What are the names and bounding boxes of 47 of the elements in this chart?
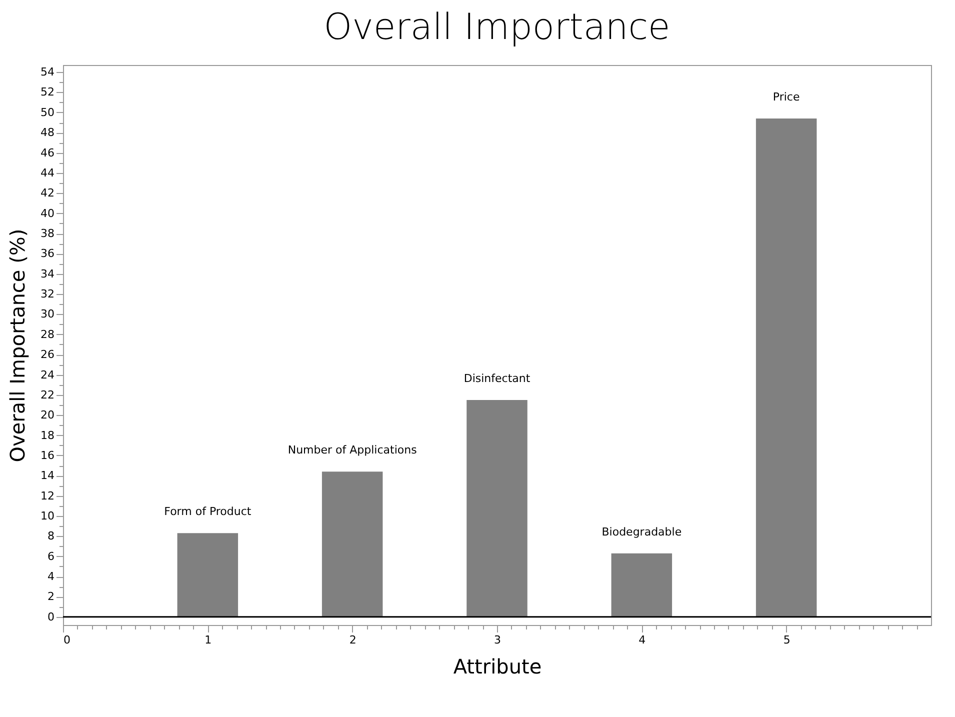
y-tick-label: 0 [48, 610, 54, 624]
y-tick-label: 50 [40, 106, 54, 119]
x-tick-label: 5 [783, 634, 790, 646]
y-tick-label: 42 [40, 186, 54, 200]
annotation: Number of Applications [288, 444, 418, 457]
y-tick-label: 52 [40, 86, 54, 99]
annotation: Disinfectant [464, 372, 531, 385]
y-tick-label: 26 [40, 348, 54, 362]
y-tick-label: 16 [40, 448, 54, 462]
y-tick-label: 32 [40, 288, 54, 301]
y-tick-label: 2 [48, 590, 54, 604]
bar [322, 472, 383, 617]
y-tick-label: 24 [40, 368, 54, 382]
y-tick-label: 48 [40, 126, 54, 140]
y-tick-label: 40 [40, 206, 54, 220]
y-tick-label: 30 [40, 308, 54, 321]
y-tick-label: 38 [40, 227, 54, 240]
y-tick-label: 36 [40, 247, 54, 260]
annotation: Biodegradable [602, 525, 682, 538]
x-tick-label: 0 [64, 634, 70, 646]
annotation: Form of Product [164, 505, 252, 518]
y-tick-label: 20 [40, 408, 54, 422]
y-tick-label: 8 [48, 530, 54, 543]
annotation: Price [772, 90, 800, 104]
y-tick-label: 54 [40, 66, 54, 79]
y-tick-label: 14 [40, 469, 54, 482]
x-tick-label: 2 [349, 634, 356, 646]
y-tick-label: 12 [40, 489, 54, 502]
y-tick-label: 6 [48, 550, 54, 563]
bar [177, 533, 238, 617]
y-tick-label: 22 [40, 388, 54, 402]
y-tick-label: 46 [40, 146, 54, 160]
y-tick-label: 18 [40, 428, 54, 442]
bar [466, 400, 528, 617]
y-tick-label: 4 [48, 570, 54, 584]
chart-title: Overall Importance [324, 7, 670, 48]
y-tick-label: 28 [40, 328, 54, 341]
y-axis-title: Overall Importance (%) [6, 228, 30, 462]
x-tick-label: 4 [638, 634, 646, 646]
x-axis-title: Attribute [453, 654, 542, 678]
bar [756, 118, 817, 617]
y-tick-label: 34 [40, 267, 54, 280]
bar [611, 553, 672, 617]
y-tick-label: 44 [40, 166, 54, 180]
y-tick-label: 10 [40, 510, 54, 523]
x-tick-label: 1 [204, 634, 212, 646]
x-tick-label: 3 [494, 634, 501, 646]
